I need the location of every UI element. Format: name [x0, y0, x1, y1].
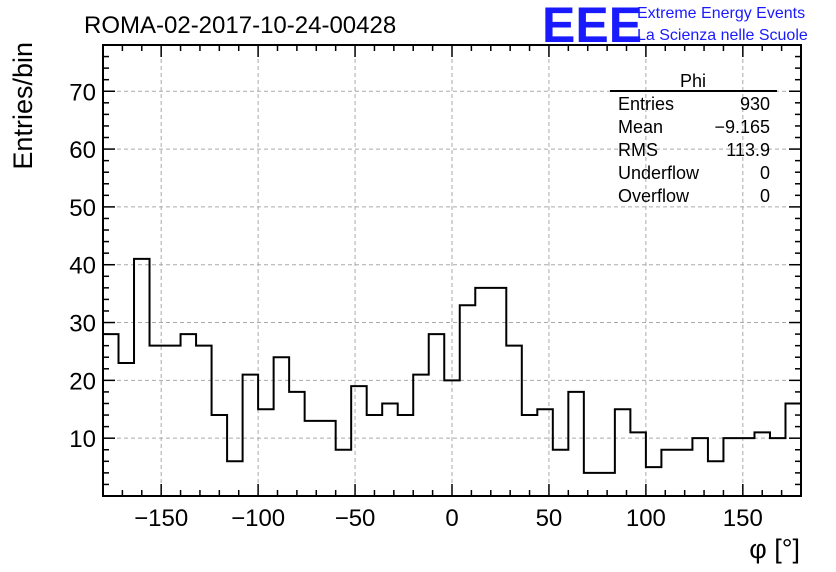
- stats-rows: Entries 930 Mean −9.165 RMS 113.9 Underflow 0 Ov…: [618, 94, 770, 206]
- x-tick-label-4: 50: [536, 505, 563, 532]
- x-tick-label-6: 150: [723, 505, 763, 532]
- y-tick-label-6: 70: [69, 79, 96, 106]
- stats-label-2: RMS: [618, 140, 658, 160]
- x-tick-labels: −150 −100 −50 0 50 100 150: [134, 505, 763, 532]
- y-tick-label-4: 50: [69, 195, 96, 222]
- stats-label-0: Entries: [618, 94, 674, 114]
- logo-line1: Extreme Energy Events: [637, 5, 805, 22]
- stats-value-3: 0: [760, 163, 770, 183]
- stats-label-4: Overflow: [618, 186, 690, 206]
- x-tick-label-0: −150: [134, 505, 188, 532]
- plot-frame: [102, 44, 802, 497]
- y-tick-label-5: 60: [69, 137, 96, 164]
- stats-box: Phi Entries 930 Mean −9.165 RMS 113.9 Underflo…: [610, 71, 777, 206]
- stats-value-1: −9.165: [714, 117, 770, 137]
- x-tick-label-5: 100: [626, 505, 666, 532]
- stats-value-2: 113.9: [726, 140, 770, 160]
- stats-label-1: Mean: [618, 117, 663, 137]
- x-tick-label-3: 0: [445, 505, 458, 532]
- chart-title: ROMA-02-2017-10-24-00428: [84, 12, 396, 39]
- x-axis-title: φ [°]: [749, 534, 800, 564]
- grid-lines: [103, 45, 801, 496]
- stats-title: Phi: [680, 71, 706, 91]
- histogram-outline: [103, 257, 802, 474]
- stats-value-4: 0: [760, 186, 770, 206]
- x-tick-label-2: −50: [335, 505, 376, 532]
- y-tick-label-1: 20: [69, 368, 96, 395]
- y-tick-label-2: 30: [69, 311, 96, 338]
- y-axis-title: Entries/bin: [8, 42, 38, 170]
- eee-logo: EEE Extreme Energy Events La Scienza nel…: [542, 0, 808, 53]
- stats-label-3: Underflow: [618, 163, 700, 183]
- y-tick-labels: 10 20 30 40 50 60 70: [69, 79, 96, 453]
- logo-line2: La Scienza nelle Scuole: [637, 27, 808, 44]
- y-tick-label-0: 10: [69, 426, 96, 453]
- y-tick-label-3: 40: [69, 253, 96, 280]
- stats-value-0: 930: [740, 94, 770, 114]
- x-tick-label-1: −100: [231, 505, 285, 532]
